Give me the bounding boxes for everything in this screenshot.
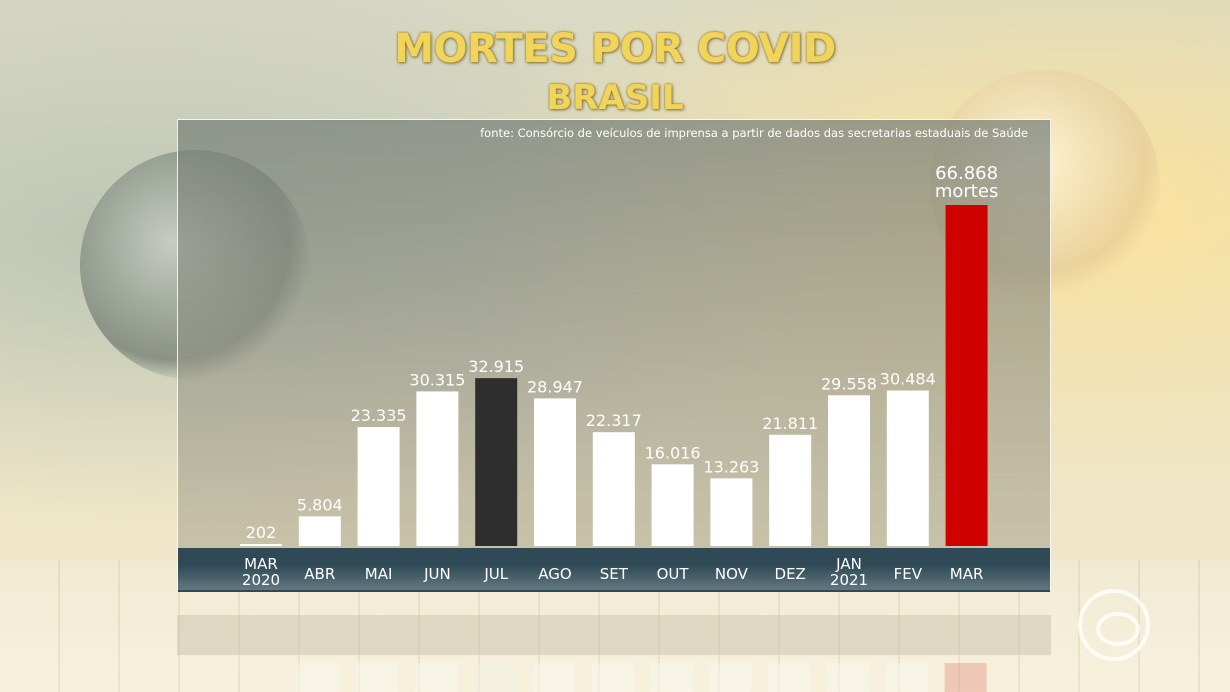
bar-7 — [651, 464, 694, 546]
reflection-svg — [177, 615, 1051, 692]
tick-label-8: NOV — [715, 565, 749, 583]
bar-9 — [769, 434, 812, 546]
reflection-bar-1 — [297, 663, 340, 692]
bar-8 — [710, 478, 753, 546]
value-label-4: 32.915 — [468, 357, 524, 376]
value-label-12: 66.868 — [935, 163, 998, 184]
bar-12 — [945, 205, 988, 546]
reflection-bar-3 — [415, 663, 458, 692]
value-label-5: 28.947 — [527, 377, 583, 396]
value-unit-label: mortes — [935, 181, 998, 202]
tick-label-4: JUL — [483, 565, 508, 583]
source-note: fonte: Consórcio de veículos de imprensa… — [480, 126, 1028, 140]
bar-1 — [298, 516, 341, 546]
broadcaster-logo — [1078, 589, 1150, 661]
chart-panel: fonte: Consórcio de veículos de imprensa… — [177, 119, 1051, 592]
value-label-11: 30.484 — [880, 370, 936, 389]
value-label-2: 23.335 — [351, 406, 407, 425]
tick-label-2: MAI — [365, 565, 393, 583]
tick-label-11: FEV — [894, 565, 923, 583]
tick-label-9: DEZ — [775, 565, 806, 583]
tick-label-10-0: JAN — [835, 555, 862, 573]
bar-2 — [357, 427, 400, 546]
bar-chart: 202MAR20205.804ABR23.335MAI30.315JUN32.9… — [240, 163, 998, 589]
value-label-3: 30.315 — [409, 370, 465, 389]
x-axis-band — [178, 548, 1050, 592]
reflection-bar-6 — [591, 663, 634, 692]
value-label-0: 202 — [246, 523, 277, 542]
reflection-bar-7 — [650, 663, 693, 692]
panel-fog — [178, 565, 1050, 590]
reflection-bar-9 — [768, 663, 811, 692]
value-label-1: 5.804 — [297, 495, 343, 514]
value-label-7: 16.016 — [645, 443, 701, 462]
floor-reflection — [177, 615, 1051, 692]
reflection-bar-10 — [827, 663, 869, 692]
tick-label-1: ABR — [304, 565, 335, 583]
tick-label-10-1: 2021 — [830, 571, 868, 589]
value-label-9: 21.811 — [762, 414, 818, 433]
bar-10 — [828, 395, 870, 546]
reflection-bar-4 — [474, 663, 517, 692]
tick-label-0-0: MAR — [244, 555, 278, 573]
bar-6 — [592, 432, 635, 546]
reflection-bar-8 — [709, 663, 752, 692]
value-label-6: 22.317 — [586, 411, 642, 430]
chart-title: MORTES POR COVID — [394, 26, 836, 72]
reflection-bar-2 — [356, 663, 399, 692]
reflection-bar-5 — [533, 663, 575, 692]
bar-5 — [534, 398, 576, 546]
tick-label-7: OUT — [657, 565, 690, 583]
bar-11 — [886, 390, 929, 546]
bar-0 — [240, 544, 282, 546]
reflection-band — [177, 615, 1051, 655]
tick-label-6: SET — [600, 565, 629, 583]
tick-label-5: AGO — [538, 565, 571, 583]
reflection-bar-12 — [944, 663, 987, 692]
reflection-bar-11 — [885, 663, 928, 692]
bar-4 — [475, 378, 518, 546]
chart-subtitle: BRASIL — [546, 78, 684, 118]
bar-3 — [416, 391, 459, 546]
tick-label-12: MAR — [950, 565, 984, 583]
value-label-10: 29.558 — [821, 374, 877, 393]
tick-label-3: JUN — [423, 565, 451, 583]
tick-label-0-1: 2020 — [242, 571, 280, 589]
value-label-8: 13.263 — [703, 457, 759, 476]
